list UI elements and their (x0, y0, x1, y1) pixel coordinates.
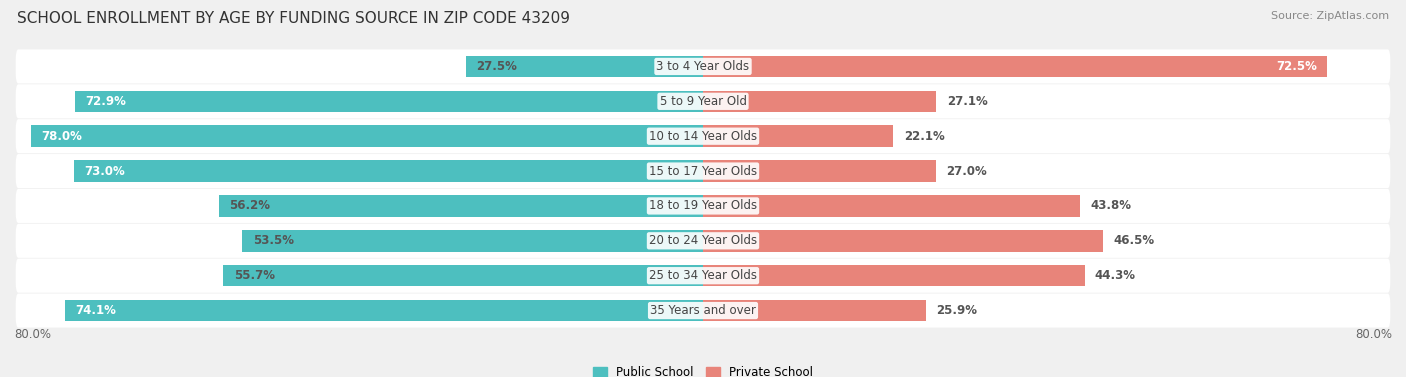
Bar (242, 230, 703, 251)
Text: 3 to 4 Year Olds: 3 to 4 Year Olds (657, 60, 749, 73)
Text: 78.0%: 78.0% (42, 130, 83, 143)
Bar (703, 195, 1080, 217)
FancyBboxPatch shape (15, 189, 1391, 223)
Legend: Public School, Private School: Public School, Private School (588, 361, 818, 377)
Bar (703, 56, 1327, 77)
Bar (703, 90, 936, 112)
Text: 27.5%: 27.5% (477, 60, 517, 73)
Bar (75, 90, 703, 112)
Text: Source: ZipAtlas.com: Source: ZipAtlas.com (1271, 11, 1389, 21)
Text: 73.0%: 73.0% (84, 165, 125, 178)
Text: 43.8%: 43.8% (1091, 199, 1132, 212)
Text: 35 Years and over: 35 Years and over (650, 304, 756, 317)
Text: SCHOOL ENROLLMENT BY AGE BY FUNDING SOURCE IN ZIP CODE 43209: SCHOOL ENROLLMENT BY AGE BY FUNDING SOUR… (17, 11, 569, 26)
Bar (31, 126, 703, 147)
Bar (703, 265, 1084, 287)
Bar (703, 126, 893, 147)
Text: 15 to 17 Year Olds: 15 to 17 Year Olds (650, 165, 756, 178)
Text: 44.3%: 44.3% (1095, 269, 1136, 282)
Text: 10 to 14 Year Olds: 10 to 14 Year Olds (650, 130, 756, 143)
Text: 80.0%: 80.0% (1355, 328, 1392, 341)
Text: 18 to 19 Year Olds: 18 to 19 Year Olds (650, 199, 756, 212)
Text: 80.0%: 80.0% (14, 328, 51, 341)
Bar (703, 230, 1104, 251)
Text: 25 to 34 Year Olds: 25 to 34 Year Olds (650, 269, 756, 282)
FancyBboxPatch shape (15, 259, 1391, 293)
Text: 56.2%: 56.2% (229, 199, 270, 212)
FancyBboxPatch shape (15, 154, 1391, 188)
Bar (467, 56, 703, 77)
FancyBboxPatch shape (15, 224, 1391, 258)
Text: 27.1%: 27.1% (946, 95, 987, 108)
Text: 72.5%: 72.5% (1277, 60, 1317, 73)
Text: 53.5%: 53.5% (253, 234, 294, 247)
Text: 74.1%: 74.1% (75, 304, 117, 317)
Text: 25.9%: 25.9% (936, 304, 977, 317)
Text: 5 to 9 Year Old: 5 to 9 Year Old (659, 95, 747, 108)
Text: 27.0%: 27.0% (946, 165, 987, 178)
Bar (75, 160, 703, 182)
Bar (65, 300, 703, 321)
FancyBboxPatch shape (15, 84, 1391, 118)
FancyBboxPatch shape (15, 119, 1391, 153)
FancyBboxPatch shape (15, 49, 1391, 83)
Text: 20 to 24 Year Olds: 20 to 24 Year Olds (650, 234, 756, 247)
FancyBboxPatch shape (15, 294, 1391, 328)
Text: 55.7%: 55.7% (233, 269, 274, 282)
Text: 46.5%: 46.5% (1114, 234, 1154, 247)
Text: 72.9%: 72.9% (86, 95, 127, 108)
Bar (219, 195, 703, 217)
Bar (703, 160, 935, 182)
Bar (224, 265, 703, 287)
Text: 22.1%: 22.1% (904, 130, 945, 143)
Bar (703, 300, 927, 321)
